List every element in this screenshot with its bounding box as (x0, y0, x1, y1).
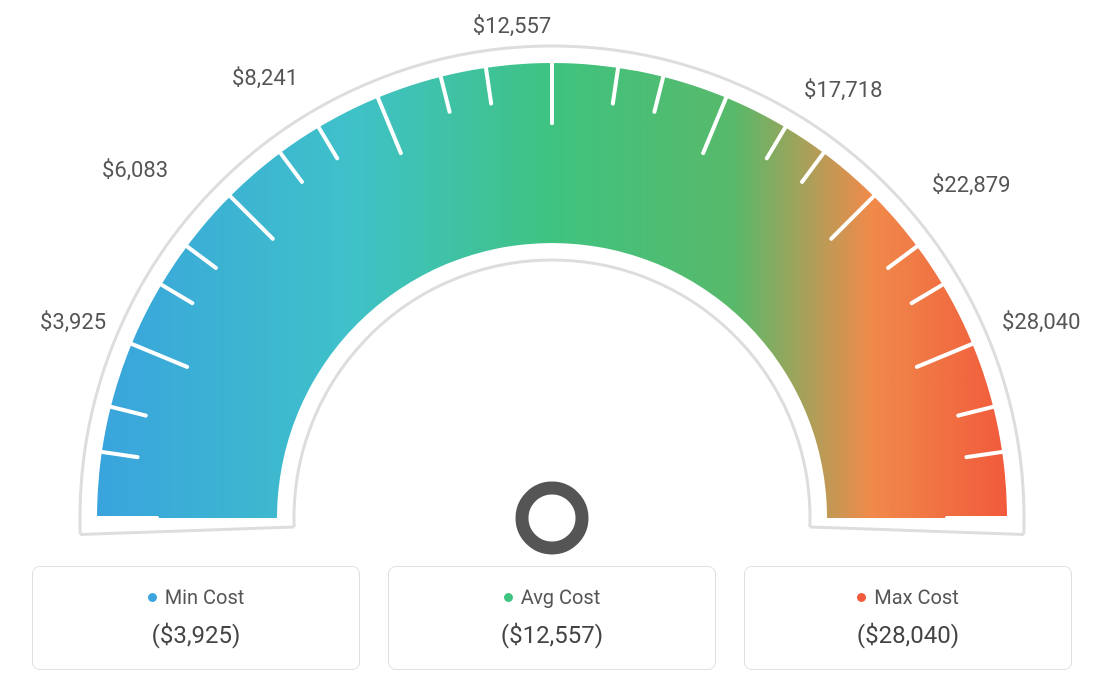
max-cost-card: Max Cost ($28,040) (744, 566, 1072, 670)
min-cost-card: Min Cost ($3,925) (32, 566, 360, 670)
card-label: Max Cost (874, 585, 959, 609)
tick-label: $3,925 (40, 310, 106, 335)
card-value: ($28,040) (755, 621, 1061, 649)
tick-label: $6,083 (102, 158, 168, 183)
dot-icon (857, 593, 866, 602)
summary-cards: Min Cost ($3,925) Avg Cost ($12,557) Max… (32, 566, 1072, 670)
tick-label: $12,557 (473, 14, 552, 39)
tick-label: $8,241 (232, 66, 298, 91)
card-label: Avg Cost (521, 585, 601, 609)
card-value: ($12,557) (399, 621, 705, 649)
card-label: Min Cost (165, 585, 245, 609)
card-title: Avg Cost (399, 585, 705, 609)
card-value: ($3,925) (43, 621, 349, 649)
avg-cost-card: Avg Cost ($12,557) (388, 566, 716, 670)
gauge-container: $3,925 $6,083 $8,241 $12,557 $17,718 $22… (32, 18, 1072, 558)
card-title: Max Cost (755, 585, 1061, 609)
tick-label: $28,040 (1002, 310, 1081, 335)
card-title: Min Cost (43, 585, 349, 609)
cost-gauge (32, 18, 1072, 578)
dot-icon (148, 593, 157, 602)
tick-label: $17,718 (804, 78, 883, 103)
tick-label: $22,879 (932, 173, 1011, 198)
dot-icon (504, 593, 513, 602)
